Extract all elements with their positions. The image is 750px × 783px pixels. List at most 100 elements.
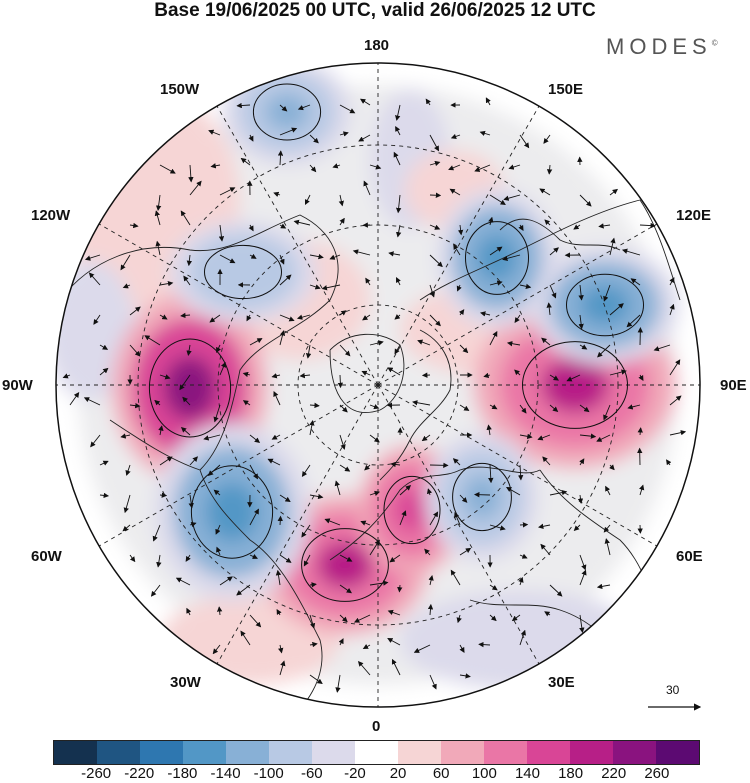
- wind-vector: [84, 254, 101, 261]
- wind-vector: [309, 420, 315, 436]
- colorbar-swatch: [269, 741, 312, 764]
- colorbar-tick-label: 60: [432, 765, 450, 782]
- wind-vector: [489, 404, 498, 410]
- wind-vector: [279, 494, 291, 503]
- wind-vector: [129, 554, 136, 563]
- wind-vector: [208, 129, 221, 136]
- contour-line: [190, 465, 274, 559]
- lon-label-30w: 30W: [170, 674, 201, 691]
- wind-vector: [669, 430, 687, 436]
- wind-vector: [339, 104, 356, 114]
- wind-vector: [395, 194, 402, 214]
- wind-vector: [338, 194, 344, 207]
- wind-vector: [99, 367, 109, 376]
- wind-vector: [219, 187, 236, 196]
- brand-mark: ©: [711, 38, 718, 48]
- wind-vector: [309, 641, 318, 648]
- wind-vector: [93, 314, 101, 325]
- wind-vector: [429, 160, 441, 167]
- wind-vector: [212, 644, 221, 655]
- wind-vector: [549, 374, 559, 381]
- wind-vector: [179, 374, 191, 391]
- wind-vector: [369, 434, 380, 443]
- wind-vector: [279, 554, 292, 563]
- wind-vector: [361, 370, 371, 376]
- wind-vector: [598, 223, 611, 229]
- wind-vector: [429, 134, 439, 152]
- wind-vector: [156, 554, 162, 568]
- colorbar-tick-label: -220: [124, 765, 155, 782]
- colorbar: [53, 740, 700, 765]
- wind-vector: [549, 284, 557, 299]
- wind-vector: [390, 461, 401, 468]
- wind-vector: [639, 222, 656, 229]
- wind-vector: [129, 402, 141, 409]
- wind-vector: [293, 219, 311, 226]
- wind-vector: [609, 237, 616, 256]
- colorbar-swatch: [656, 741, 699, 764]
- wind-vector: [186, 607, 192, 616]
- wind-vector: [267, 458, 281, 466]
- lon-label-90w: 90W: [2, 377, 33, 394]
- wind-vector: [297, 104, 311, 111]
- colorbar-tick-label: -260: [81, 765, 112, 782]
- wind-vector: [538, 523, 551, 529]
- wind-vector: [452, 458, 461, 466]
- wind-vector: [596, 583, 611, 590]
- wind-vector: [279, 274, 292, 286]
- wind-vector: [427, 603, 434, 616]
- wind-vector: [159, 374, 171, 380]
- wind-vector: [242, 371, 251, 378]
- map-disc: [56, 63, 700, 707]
- wind-vector: [182, 396, 191, 406]
- wind-vector: [387, 638, 401, 646]
- anomaly-core: [541, 357, 609, 413]
- wind-vector: [189, 180, 202, 196]
- wind-vector: [123, 494, 131, 514]
- colorbar-swatch: [355, 741, 398, 764]
- wind-vector: [309, 674, 323, 685]
- wind-vector: [519, 134, 530, 149]
- anomaly-core: [218, 254, 268, 290]
- wind-vector: [275, 569, 282, 586]
- colorbar-tick-label: -100: [253, 765, 284, 782]
- wind-vectors: [62, 97, 687, 693]
- wind-vector: [215, 524, 221, 535]
- wind-vector: [519, 629, 526, 646]
- wind-vector: [413, 644, 431, 653]
- colorbar-swatch: [54, 741, 97, 764]
- wind-vector: [417, 339, 431, 346]
- wind-vector: [519, 404, 527, 414]
- wind-vector: [485, 97, 491, 106]
- wind-vector: [279, 314, 295, 322]
- map-boundary: [55, 62, 701, 708]
- wind-vector: [603, 524, 611, 533]
- wind-vector: [219, 361, 226, 376]
- wind-vector: [90, 434, 101, 448]
- wind-vector: [549, 584, 563, 597]
- wind-vector: [99, 492, 110, 499]
- wind-vector: [271, 434, 281, 440]
- lon-label-60w: 60W: [31, 548, 62, 565]
- wind-vector: [219, 254, 236, 264]
- wind-vector: [365, 277, 371, 286]
- wind-vector: [335, 674, 341, 693]
- lon-label-0: 0: [372, 718, 381, 735]
- coastline: [199, 469, 323, 707]
- wind-vector: [540, 543, 551, 556]
- wind-vector: [249, 554, 258, 559]
- wind-vector: [412, 400, 431, 406]
- anomaly-core: [463, 475, 501, 519]
- wind-vector: [352, 249, 371, 256]
- wind-vector: [426, 488, 433, 496]
- wind-vector: [279, 127, 298, 136]
- lon-label-180: 180: [364, 37, 390, 54]
- coastline: [419, 199, 681, 301]
- wind-vector: [579, 344, 588, 350]
- wind-vector: [159, 280, 174, 287]
- wind-vector: [638, 374, 644, 382]
- wind-vector: [279, 254, 285, 265]
- wind-vector: [189, 521, 197, 528]
- wind-vector: [542, 456, 551, 466]
- colorbar-tick-label: 20: [389, 765, 407, 782]
